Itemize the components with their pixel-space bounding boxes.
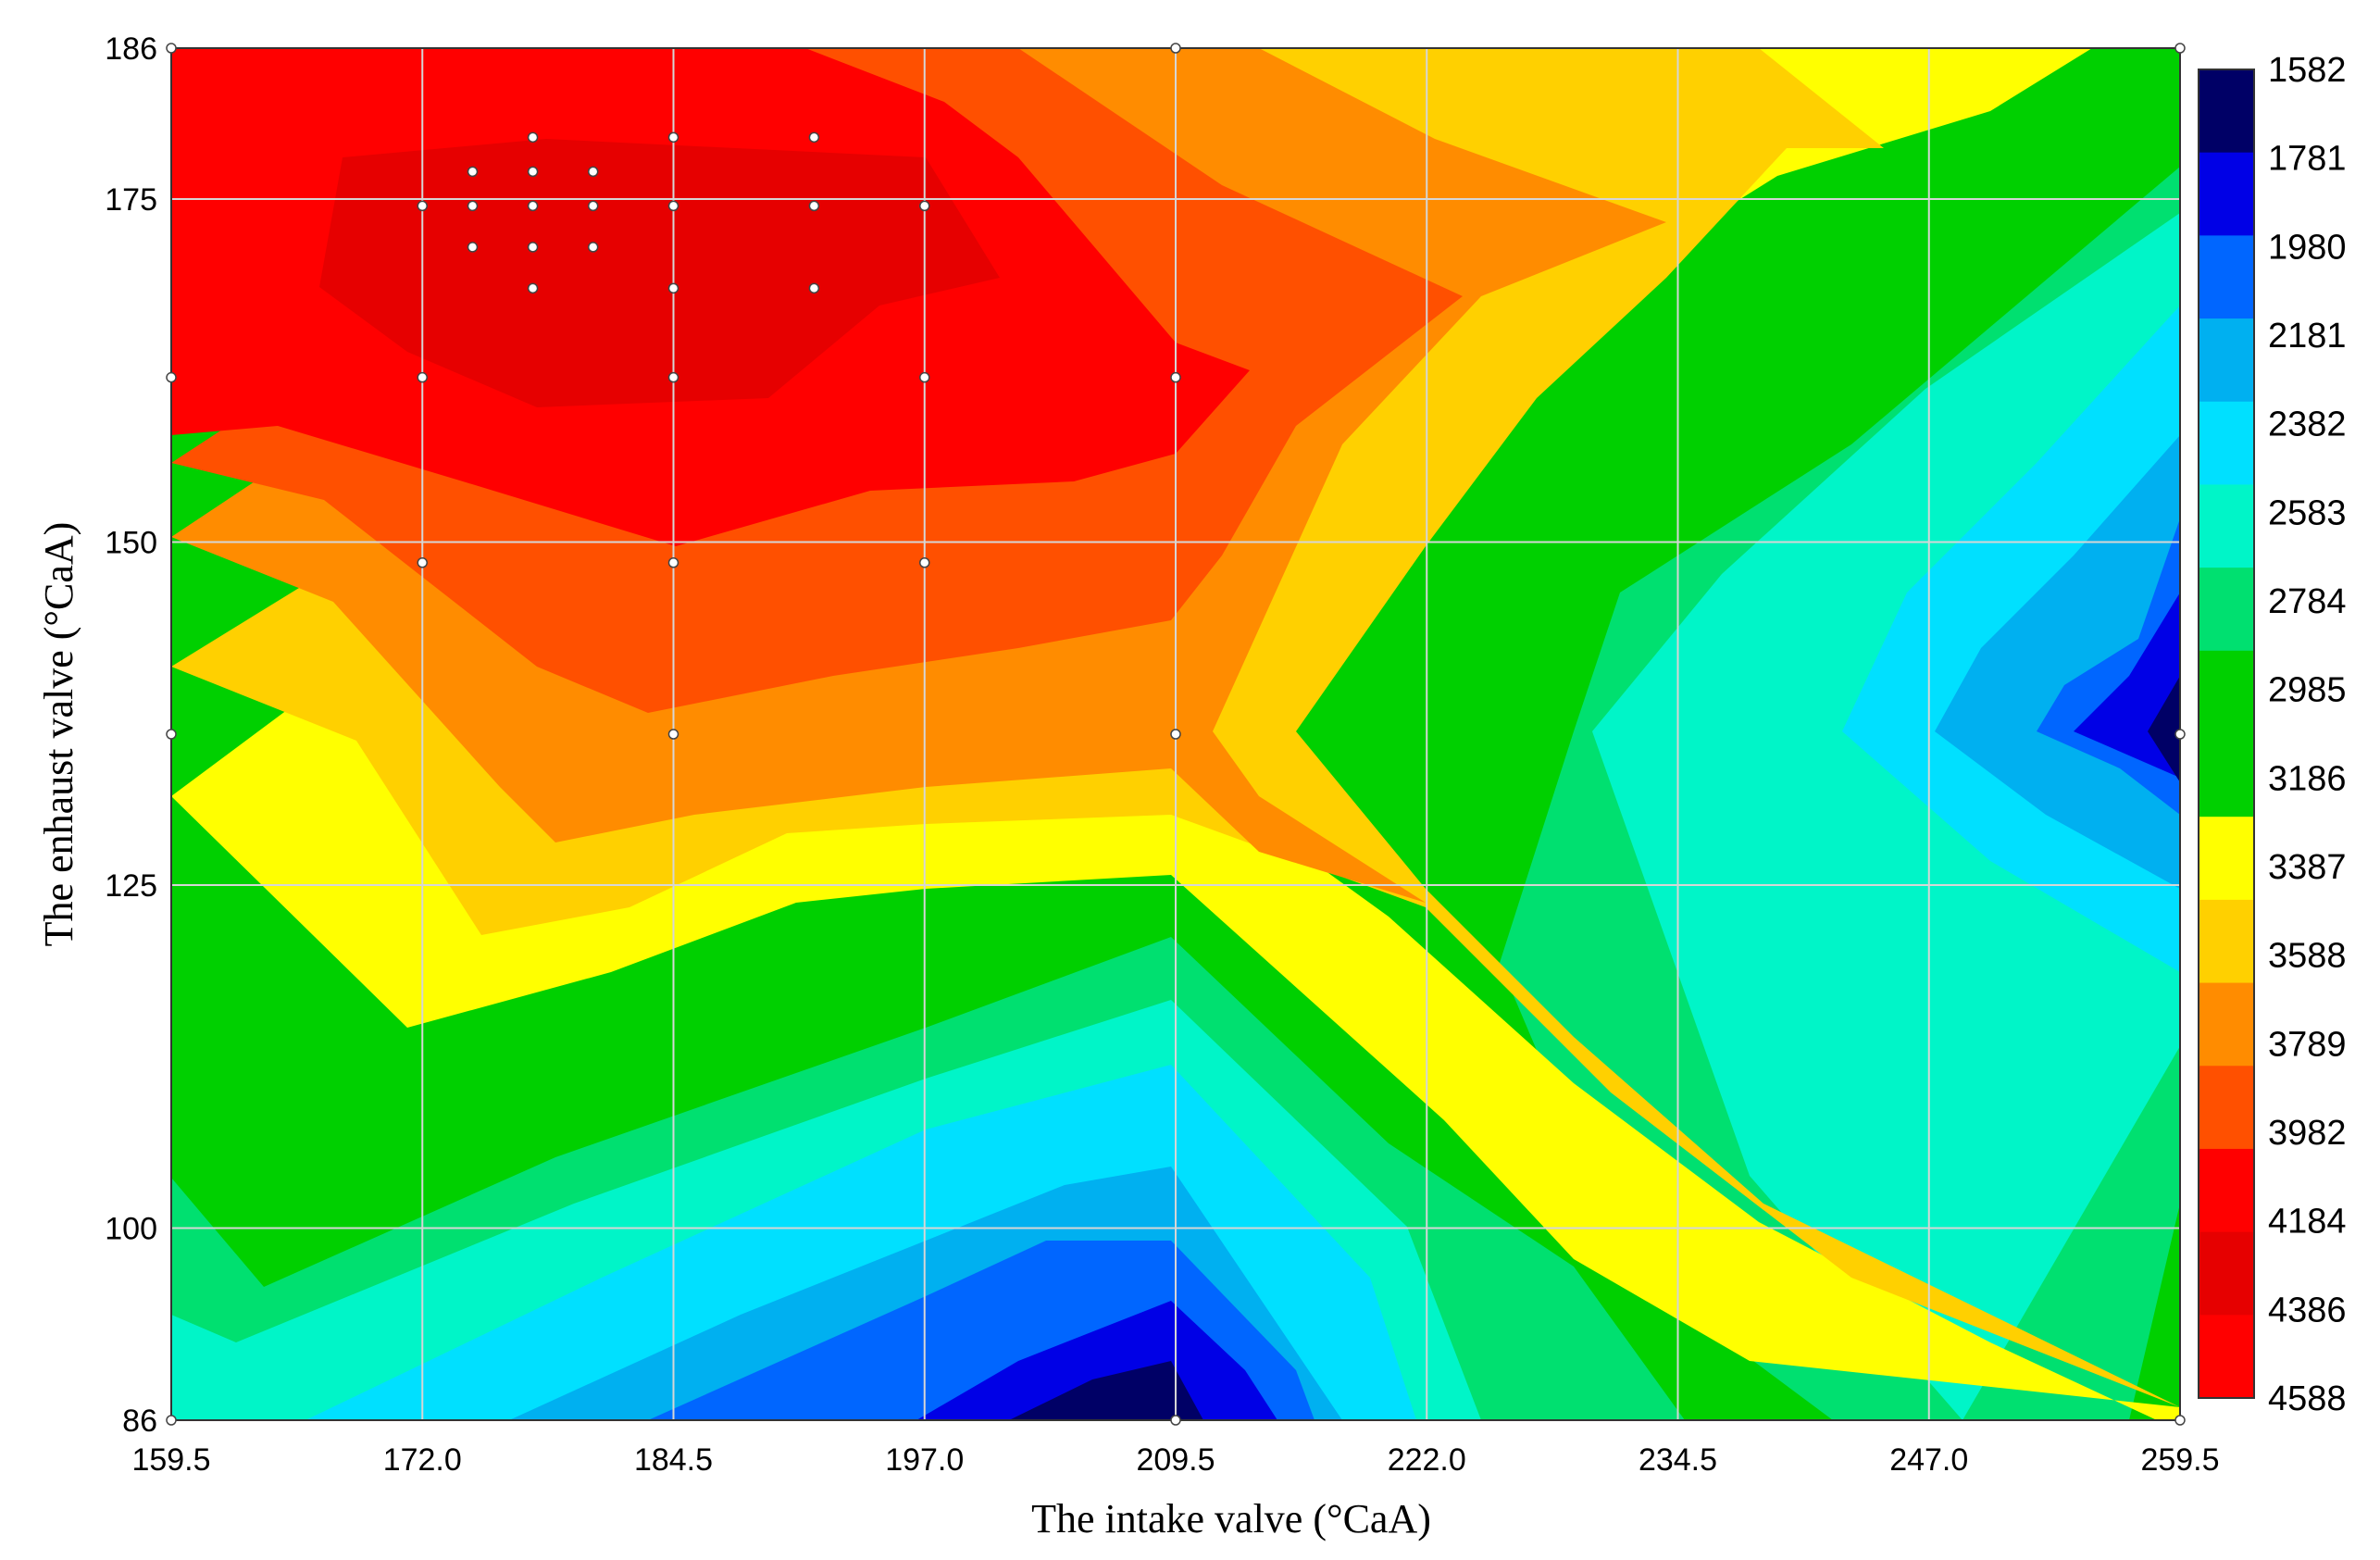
y-tick-labels: 86 100 125 150 175 186 (105, 31, 157, 1439)
colorbar-frame (2198, 69, 2255, 1399)
colorbar-label-15: 4588 (2268, 1379, 2347, 1418)
sample-point-0 (166, 43, 177, 54)
sample-point-9 (417, 200, 428, 212)
sample-point-26 (1170, 371, 1181, 383)
colorbar-label-9: 3387 (2268, 848, 2347, 887)
colorbar-segment-8 (2199, 733, 2254, 818)
sample-point-32 (1170, 729, 1181, 740)
colorbar-segment-15 (2199, 1315, 2254, 1399)
colorbar-label-11: 3789 (2268, 1025, 2347, 1064)
colorbar-segment-5 (2199, 484, 2254, 569)
colorbar-segment-11 (2199, 982, 2254, 1067)
x-tick-label-5: 222.0 (1388, 1442, 1466, 1478)
contour-band-1582-low (1009, 1361, 1203, 1420)
colorbar: 1582 1781 1980 2181 2382 2583 2784 2985 3186 3387… (2198, 51, 2347, 1418)
sample-point-25 (919, 371, 930, 383)
colorbar-label-4: 2382 (2268, 406, 2347, 444)
colorbar-label-3: 2181 (2268, 317, 2347, 356)
sample-point-24 (667, 371, 679, 383)
colorbar-label-6: 2784 (2268, 582, 2347, 621)
sample-point-12 (587, 200, 599, 212)
y-tick-label-5: 186 (105, 31, 157, 67)
sample-point-28 (667, 557, 679, 568)
contour-band-right-navy (2148, 676, 2180, 782)
sample-point-35 (1170, 1415, 1181, 1426)
colorbar-label-2: 1980 (2268, 228, 2347, 267)
colorbar-segment-1 (2199, 152, 2254, 237)
sample-point-31 (667, 729, 679, 740)
colorbar-label-5: 2583 (2268, 493, 2347, 532)
y-axis-title: The enhaust valve (°CaA) (36, 522, 81, 947)
sample-point-36 (2174, 1415, 2186, 1426)
x-tick-label-6: 234.5 (1639, 1442, 1717, 1478)
sample-point-33 (2174, 729, 2186, 740)
sample-point-10 (467, 200, 479, 212)
colorbar-segment-6 (2199, 568, 2254, 652)
sample-point-5 (808, 131, 820, 144)
colorbar-label-7: 2985 (2268, 671, 2347, 710)
colorbar-label-10: 3588 (2268, 937, 2347, 976)
colorbar-label-14: 4386 (2268, 1291, 2347, 1329)
sample-point-22 (166, 371, 177, 383)
colorbar-segment-3 (2199, 318, 2254, 403)
colorbar-segment-13 (2199, 1148, 2254, 1233)
sample-point-11 (527, 200, 539, 212)
sample-point-23 (417, 371, 428, 383)
sample-point-14 (808, 200, 820, 212)
colorbar-segment-2 (2199, 235, 2254, 320)
x-tick-label-8: 259.5 (2140, 1442, 2219, 1478)
sample-point-13 (667, 200, 679, 212)
sample-point-34 (166, 1415, 177, 1426)
colorbar-segment-12 (2199, 1066, 2254, 1150)
x-tick-label-0: 159.5 (131, 1442, 210, 1478)
colorbar-label-1: 1781 (2268, 140, 2347, 179)
sample-point-20 (667, 282, 679, 294)
y-tick-label-4: 175 (105, 182, 157, 218)
sample-point-6 (467, 166, 479, 178)
sample-point-8 (587, 166, 599, 178)
x-tick-label-4: 209.5 (1136, 1442, 1215, 1478)
sample-point-16 (467, 242, 479, 253)
y-tick-label-3: 150 (105, 526, 157, 561)
colorbar-segment-9 (2199, 817, 2254, 901)
sample-point-27 (417, 557, 428, 568)
y-tick-label-0: 86 (122, 1404, 157, 1439)
colorbar-segment-4 (2199, 401, 2254, 486)
sample-point-7 (527, 166, 539, 178)
sample-point-3 (527, 131, 539, 144)
y-tick-label-1: 100 (105, 1212, 157, 1247)
sample-point-18 (587, 242, 599, 253)
x-axis-title: The intake valve (°CaA) (1031, 1496, 1431, 1541)
sample-points (166, 43, 2186, 1426)
colorbar-segment-14 (2199, 1231, 2254, 1317)
x-tick-label-2: 184.5 (634, 1442, 713, 1478)
colorbar-label-0: 1582 (2268, 51, 2347, 90)
sample-point-17 (527, 242, 539, 253)
colorbar-segment-0 (2199, 69, 2254, 154)
x-tick-label-7: 247.0 (1889, 1442, 1968, 1478)
sample-point-4 (667, 131, 679, 144)
sample-point-2 (2174, 43, 2186, 54)
contour-band-right-sky (1935, 435, 2180, 889)
colorbar-label-8: 3186 (2268, 759, 2347, 798)
colorbar-label-13: 4184 (2268, 1203, 2347, 1242)
colorbar-label-12: 3982 (2268, 1114, 2347, 1153)
sample-point-19 (527, 282, 539, 294)
sample-point-21 (808, 282, 820, 294)
colorbar-segment-7 (2199, 650, 2254, 735)
y-tick-label-2: 125 (105, 868, 157, 904)
x-tick-label-1: 172.0 (383, 1442, 462, 1478)
sample-point-29 (919, 557, 930, 568)
contour-band-4386 (319, 139, 1000, 407)
sample-point-1 (1170, 43, 1181, 54)
contour-band-1980 (916, 1301, 1277, 1420)
sample-point-15 (919, 200, 930, 212)
contour-fill-layers (171, 48, 2180, 1420)
sample-point-30 (166, 729, 177, 740)
x-tick-labels: 159.5 172.0 184.5 197.0 209.5 222.0 234.5 247.0… (131, 1442, 2219, 1478)
colorbar-segment-10 (2199, 899, 2254, 984)
x-tick-label-3: 197.0 (885, 1442, 964, 1478)
